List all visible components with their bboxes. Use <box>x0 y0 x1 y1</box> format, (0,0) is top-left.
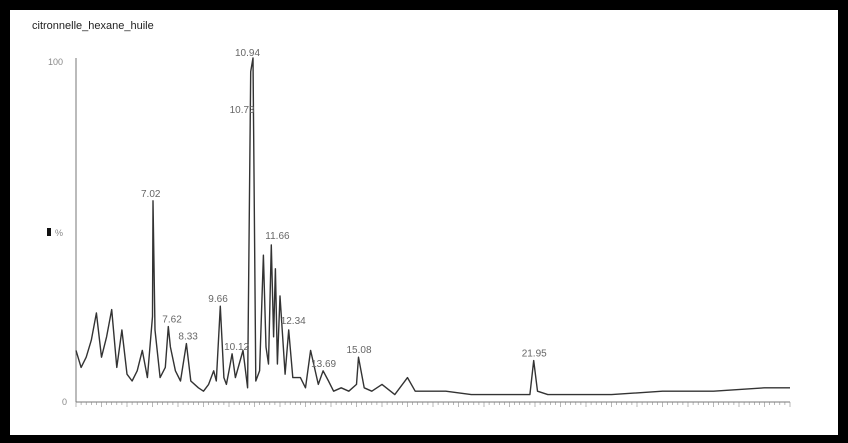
peak-label: 15.08 <box>347 345 372 356</box>
y-tick-bottom: 0 <box>62 397 67 407</box>
chromatogram-trace <box>75 57 790 396</box>
chromatogram-plot: 100 0 % 7.02 7.62 8.33 9.66 10.12 10.73 10.94 1… <box>47 48 791 407</box>
peak-label: 8.33 <box>178 332 198 343</box>
y-tick-top: 100 <box>48 57 63 67</box>
chromatogram-frame: citronnelle_hexane_huile 100 0 % 7.02 7.6… <box>10 10 838 435</box>
peak-label: 9.66 <box>208 294 228 305</box>
peak-label: 7.62 <box>162 315 182 326</box>
peak-label: 7.02 <box>141 189 161 200</box>
peak-label: 12.34 <box>281 316 306 327</box>
peak-label: 13.69 <box>311 359 336 370</box>
y-axis-label: % <box>55 228 63 238</box>
peak-label: 10.73 <box>230 105 255 116</box>
peak-label: 10.12 <box>224 342 249 353</box>
peak-label: 10.94 <box>235 48 260 59</box>
y-axis-marker <box>47 228 51 236</box>
peak-label: 11.66 <box>265 231 290 242</box>
chart-title: citronnelle_hexane_huile <box>32 20 154 32</box>
peak-label: 21.95 <box>522 349 547 360</box>
